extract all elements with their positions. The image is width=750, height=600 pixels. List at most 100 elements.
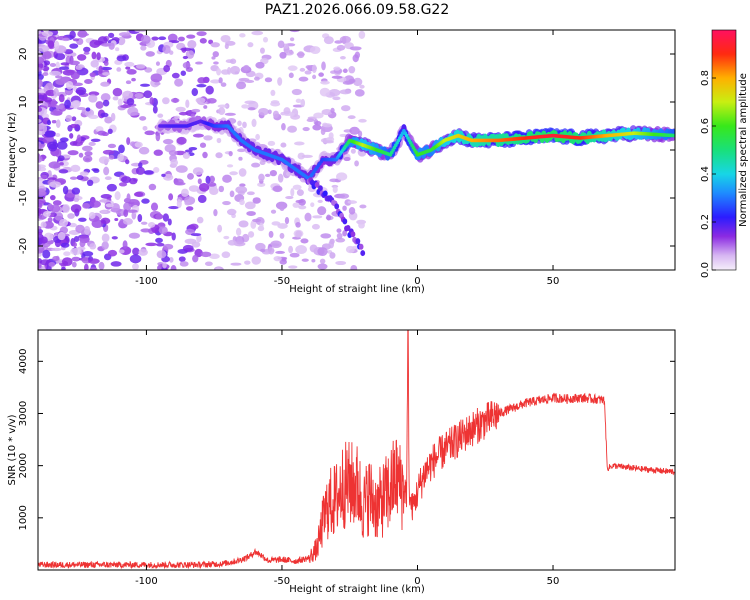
noise-blob (38, 225, 42, 230)
noise-blob (302, 127, 310, 132)
noise-blob (76, 54, 87, 61)
noise-blob (150, 202, 159, 211)
noise-blob (130, 112, 140, 116)
noise-blob (205, 85, 214, 95)
noise-blob (88, 94, 98, 103)
noise-blob (38, 167, 47, 172)
noise-blob (70, 248, 82, 256)
noise-blob (162, 213, 169, 222)
noise-blob (246, 211, 256, 217)
noise-blob (218, 107, 226, 115)
colorbar-gradient (712, 30, 736, 270)
x-tick-label: -100 (135, 276, 158, 287)
spectrogram-y-label: Frequency (Hz) (7, 112, 18, 188)
noise-blob (78, 152, 84, 158)
noise-blob (334, 40, 343, 44)
noise-blob (55, 133, 61, 138)
noise-blob (70, 123, 78, 129)
noise-blob (237, 148, 246, 153)
noise-blob (217, 104, 228, 108)
branch-blob (355, 238, 361, 245)
noise-blob (342, 68, 348, 74)
noise-blob (140, 221, 148, 225)
noise-blob (150, 73, 163, 83)
noise-blob (141, 198, 150, 204)
noise-blob (354, 89, 365, 97)
noise-blob (38, 207, 42, 216)
noise-blob (107, 143, 117, 149)
noise-blob (55, 119, 61, 129)
noise-blob (149, 97, 155, 105)
noise-blob (350, 148, 356, 154)
noise-blob (336, 44, 346, 51)
noise-blob (156, 250, 167, 259)
noise-blob (284, 49, 294, 56)
noise-blob (53, 40, 60, 50)
noise-blob (175, 106, 186, 112)
noise-blob (196, 234, 202, 243)
noise-blob (97, 130, 107, 136)
noise-blob (185, 99, 190, 108)
noise-blob (255, 133, 260, 141)
noise-blob (191, 241, 201, 248)
noise-blob (128, 177, 138, 185)
noise-blob (186, 34, 196, 39)
noise-blob (349, 46, 362, 51)
noise-blob (138, 248, 148, 256)
noise-blob (247, 231, 255, 238)
colorbar-tick-label: 0.8 (700, 70, 711, 86)
noise-blob (345, 245, 355, 254)
noise-blob (132, 247, 140, 256)
noise-blob (279, 51, 287, 59)
noise-blob (84, 151, 93, 157)
noise-blob (114, 217, 119, 222)
noise-blob (239, 199, 245, 206)
noise-blob (319, 258, 326, 264)
noise-blob (72, 85, 77, 92)
noise-blob (259, 248, 266, 253)
noise-blob (238, 220, 249, 228)
noise-blob (347, 115, 356, 120)
noise-blob (65, 114, 73, 122)
noise-blob (295, 221, 301, 228)
noise-blob (122, 90, 134, 100)
noise-blob (210, 42, 220, 48)
noise-blob (71, 187, 81, 195)
noise-blob (38, 178, 46, 187)
noise-blob (200, 251, 212, 258)
noise-blob (180, 47, 192, 52)
noise-blob (179, 261, 189, 267)
colorbar-tick-label: 0.6 (700, 118, 711, 134)
noise-blob (332, 96, 341, 101)
noise-blob (47, 40, 55, 49)
noise-blob (295, 98, 302, 104)
noise-blob (192, 133, 204, 138)
noise-blob (270, 209, 277, 214)
noise-blob (296, 189, 304, 196)
noise-blob (224, 112, 236, 116)
noise-blob (38, 130, 46, 136)
noise-blob (71, 261, 77, 268)
noise-blob (342, 205, 347, 211)
noise-blob (202, 151, 208, 159)
noise-blob (39, 143, 45, 148)
noise-blob (204, 261, 213, 267)
noise-blob (182, 55, 189, 60)
noise-blob (48, 161, 61, 169)
figure-title: PAZ1.2026.066.09.58.G22 (265, 2, 450, 18)
noise-blob (134, 30, 147, 33)
noise-blob (237, 120, 242, 126)
noise-blob (312, 215, 323, 219)
noise-blob (153, 166, 160, 173)
noise-blob (156, 242, 165, 247)
noise-blob (288, 72, 294, 79)
noise-blob (68, 60, 80, 66)
noise-blob (341, 36, 347, 45)
noise-blob (220, 34, 231, 43)
noise-blob (126, 69, 137, 75)
noise-blob (57, 104, 64, 110)
noise-blob (64, 99, 71, 109)
noise-blob (83, 51, 90, 55)
noise-blob (235, 227, 242, 236)
